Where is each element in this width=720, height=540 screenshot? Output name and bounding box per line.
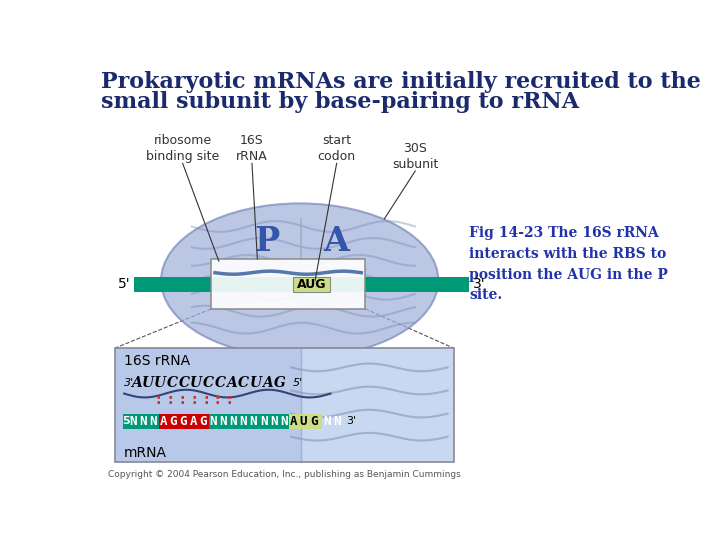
Text: C: C: [202, 376, 214, 390]
Bar: [301, 348, 454, 462]
Text: P: P: [255, 225, 280, 259]
Text: ribosome
binding site: ribosome binding site: [146, 134, 220, 164]
Text: U: U: [300, 415, 307, 428]
Text: Fig 14-23 The 16S rRNA
interacts with the RBS to
position the AUG in the P
site.: Fig 14-23 The 16S rRNA interacts with th…: [469, 226, 668, 302]
Text: 3': 3': [473, 277, 485, 291]
Bar: [122, 414, 289, 429]
Text: A: A: [131, 376, 142, 390]
Text: AUG: AUG: [297, 278, 326, 291]
Text: 30S
subunit: 30S subunit: [392, 142, 438, 171]
Bar: [293, 276, 330, 292]
Text: A: A: [160, 415, 167, 428]
Text: G: G: [170, 415, 177, 428]
Text: N: N: [240, 415, 247, 428]
Text: small subunit by base-pairing to rRNA: small subunit by base-pairing to rRNA: [101, 91, 579, 113]
Text: :: :: [179, 393, 184, 407]
Bar: [134, 276, 469, 292]
Bar: [159, 414, 209, 429]
Bar: [211, 259, 365, 309]
Text: 5': 5': [117, 277, 130, 291]
Text: A: A: [189, 415, 197, 428]
Text: A: A: [289, 415, 297, 428]
Text: C: C: [179, 376, 189, 390]
Text: U: U: [250, 376, 262, 390]
Text: N: N: [260, 415, 267, 428]
Text: 16S rRNA: 16S rRNA: [124, 354, 190, 368]
Text: Copyright © 2004 Pearson Education, Inc., publishing as Benjamin Cummings: Copyright © 2004 Pearson Education, Inc.…: [108, 470, 461, 479]
Text: :: :: [156, 393, 161, 407]
Text: :: :: [167, 393, 173, 407]
Text: N: N: [130, 415, 137, 428]
Text: 3': 3': [346, 416, 357, 426]
Ellipse shape: [161, 204, 438, 357]
Text: G: G: [310, 415, 318, 428]
Text: 5': 5': [293, 378, 303, 388]
Text: start
codon: start codon: [318, 134, 356, 164]
Text: 3': 3': [124, 378, 134, 388]
Text: G: G: [274, 376, 286, 390]
Text: N: N: [210, 415, 217, 428]
Text: N: N: [150, 415, 157, 428]
Text: :: :: [203, 393, 209, 407]
Text: G: G: [199, 415, 207, 428]
Text: N: N: [220, 415, 228, 428]
Text: 5': 5': [122, 416, 133, 426]
Text: mRNA: mRNA: [124, 446, 167, 460]
Text: N: N: [280, 415, 287, 428]
Text: U: U: [143, 376, 155, 390]
Bar: [115, 348, 454, 462]
Text: N: N: [270, 415, 277, 428]
Text: N: N: [323, 415, 330, 428]
Text: 16S
rRNA: 16S rRNA: [236, 134, 268, 164]
Text: A: A: [227, 376, 238, 390]
Text: U: U: [154, 376, 166, 390]
Text: :: :: [215, 393, 220, 407]
Text: A: A: [262, 376, 273, 390]
Text: N: N: [250, 415, 257, 428]
Text: C: C: [238, 376, 249, 390]
Text: Prokaryotic mRNAs are initially recruited to the: Prokaryotic mRNAs are initially recruite…: [101, 71, 701, 93]
Text: :: :: [227, 393, 233, 407]
Text: C: C: [215, 376, 225, 390]
Text: C: C: [167, 376, 178, 390]
Text: N: N: [140, 415, 147, 428]
Text: N: N: [333, 415, 341, 428]
Text: :: :: [191, 393, 197, 407]
Bar: [289, 414, 322, 429]
Text: N: N: [230, 415, 237, 428]
Text: U: U: [190, 376, 202, 390]
Text: A: A: [324, 225, 350, 259]
Text: G: G: [180, 415, 187, 428]
Bar: [115, 348, 301, 462]
